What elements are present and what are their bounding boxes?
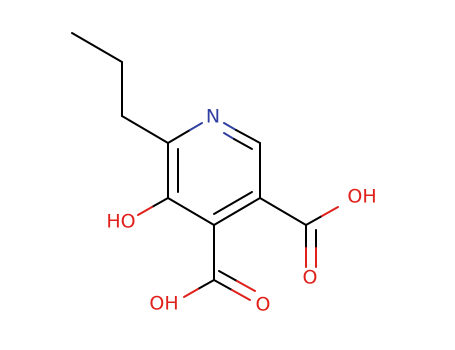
bonds bbox=[71, 32, 339, 301]
atom-label: O bbox=[303, 267, 318, 289]
atom-label: O bbox=[256, 294, 271, 316]
atom-label: N bbox=[206, 106, 220, 128]
atom-label: OH bbox=[347, 186, 376, 208]
atom-label: OH bbox=[149, 293, 178, 315]
atom-label: HO bbox=[106, 211, 135, 233]
